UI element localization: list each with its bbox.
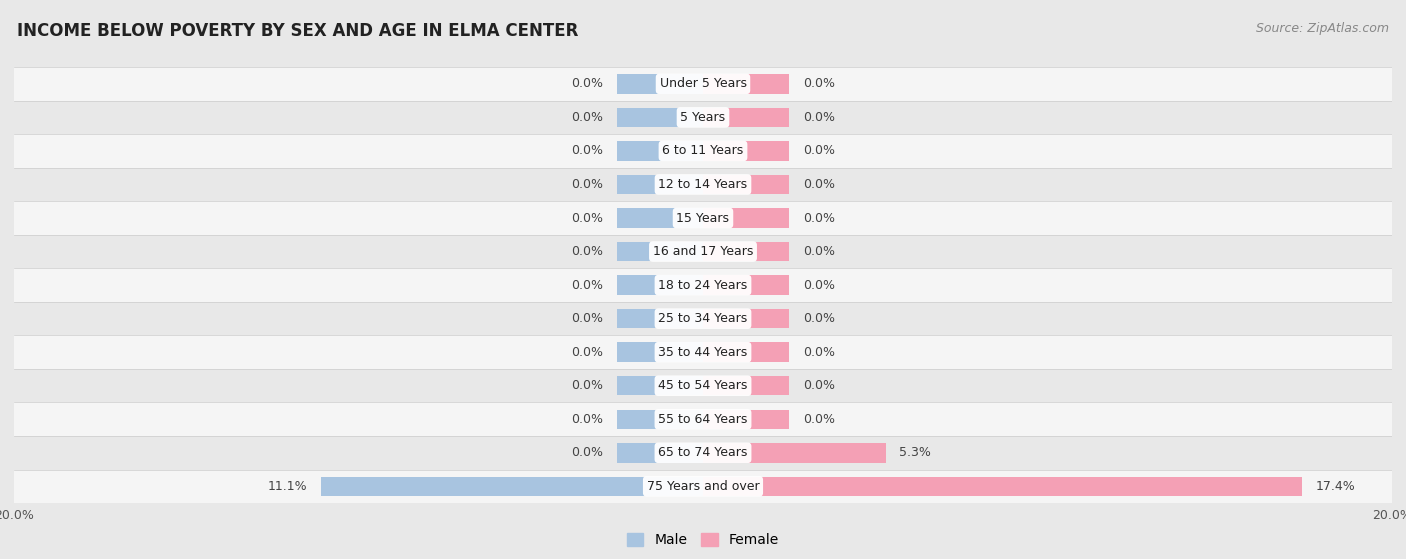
Text: 0.0%: 0.0%	[571, 111, 603, 124]
Text: 0.0%: 0.0%	[571, 413, 603, 426]
Text: 75 Years and over: 75 Years and over	[647, 480, 759, 493]
Text: 0.0%: 0.0%	[803, 144, 835, 158]
Text: 0.0%: 0.0%	[571, 312, 603, 325]
Text: 5 Years: 5 Years	[681, 111, 725, 124]
Text: 0.0%: 0.0%	[803, 111, 835, 124]
Bar	[703, 410, 789, 429]
Bar	[14, 335, 1392, 369]
Bar	[617, 376, 703, 395]
Bar	[703, 209, 789, 228]
Text: 0.0%: 0.0%	[571, 178, 603, 191]
Text: 0.0%: 0.0%	[803, 278, 835, 292]
Bar	[617, 175, 703, 194]
Bar	[617, 209, 703, 228]
Bar	[14, 402, 1392, 436]
Text: INCOME BELOW POVERTY BY SEX AND AGE IN ELMA CENTER: INCOME BELOW POVERTY BY SEX AND AGE IN E…	[17, 22, 578, 40]
Bar	[617, 141, 703, 160]
Bar	[617, 276, 703, 295]
Text: 16 and 17 Years: 16 and 17 Years	[652, 245, 754, 258]
Text: 0.0%: 0.0%	[571, 211, 603, 225]
Text: 11.1%: 11.1%	[267, 480, 307, 493]
Bar	[14, 302, 1392, 335]
Bar	[617, 343, 703, 362]
Bar	[617, 410, 703, 429]
Bar	[617, 242, 703, 261]
Bar	[703, 343, 789, 362]
Text: 0.0%: 0.0%	[803, 178, 835, 191]
Text: 55 to 64 Years: 55 to 64 Years	[658, 413, 748, 426]
Bar	[703, 141, 789, 160]
Bar	[14, 369, 1392, 402]
Bar	[14, 168, 1392, 201]
Text: 5.3%: 5.3%	[900, 446, 931, 459]
Text: 17.4%: 17.4%	[1316, 480, 1355, 493]
Bar	[14, 67, 1392, 101]
Bar	[703, 242, 789, 261]
Bar	[617, 309, 703, 328]
Text: 0.0%: 0.0%	[571, 345, 603, 359]
Legend: Male, Female: Male, Female	[621, 528, 785, 553]
Text: 12 to 14 Years: 12 to 14 Years	[658, 178, 748, 191]
Text: 0.0%: 0.0%	[571, 379, 603, 392]
Text: 25 to 34 Years: 25 to 34 Years	[658, 312, 748, 325]
Text: 0.0%: 0.0%	[803, 345, 835, 359]
Text: 45 to 54 Years: 45 to 54 Years	[658, 379, 748, 392]
Bar	[617, 108, 703, 127]
Bar	[14, 101, 1392, 134]
Bar	[617, 443, 703, 462]
Text: 0.0%: 0.0%	[803, 413, 835, 426]
Text: 0.0%: 0.0%	[803, 77, 835, 91]
Bar	[14, 436, 1392, 470]
Bar	[14, 268, 1392, 302]
Text: 35 to 44 Years: 35 to 44 Years	[658, 345, 748, 359]
Bar	[703, 376, 789, 395]
Text: 18 to 24 Years: 18 to 24 Years	[658, 278, 748, 292]
Bar	[703, 175, 789, 194]
Text: 0.0%: 0.0%	[571, 77, 603, 91]
Bar	[14, 134, 1392, 168]
Bar	[703, 276, 789, 295]
Text: 0.0%: 0.0%	[803, 379, 835, 392]
Text: Source: ZipAtlas.com: Source: ZipAtlas.com	[1256, 22, 1389, 35]
Text: Under 5 Years: Under 5 Years	[659, 77, 747, 91]
Text: 0.0%: 0.0%	[571, 144, 603, 158]
Text: 0.0%: 0.0%	[571, 278, 603, 292]
Text: 0.0%: 0.0%	[803, 312, 835, 325]
Text: 15 Years: 15 Years	[676, 211, 730, 225]
Bar	[703, 309, 789, 328]
Text: 0.0%: 0.0%	[571, 245, 603, 258]
Bar	[14, 235, 1392, 268]
Bar	[14, 201, 1392, 235]
Text: 0.0%: 0.0%	[803, 211, 835, 225]
Bar	[703, 74, 789, 93]
Text: 6 to 11 Years: 6 to 11 Years	[662, 144, 744, 158]
Bar	[703, 477, 1302, 496]
Bar	[14, 470, 1392, 503]
Text: 65 to 74 Years: 65 to 74 Years	[658, 446, 748, 459]
Text: 0.0%: 0.0%	[803, 245, 835, 258]
Bar	[703, 443, 886, 462]
Text: 0.0%: 0.0%	[571, 446, 603, 459]
Bar	[321, 477, 703, 496]
Bar	[703, 108, 789, 127]
Bar	[617, 74, 703, 93]
